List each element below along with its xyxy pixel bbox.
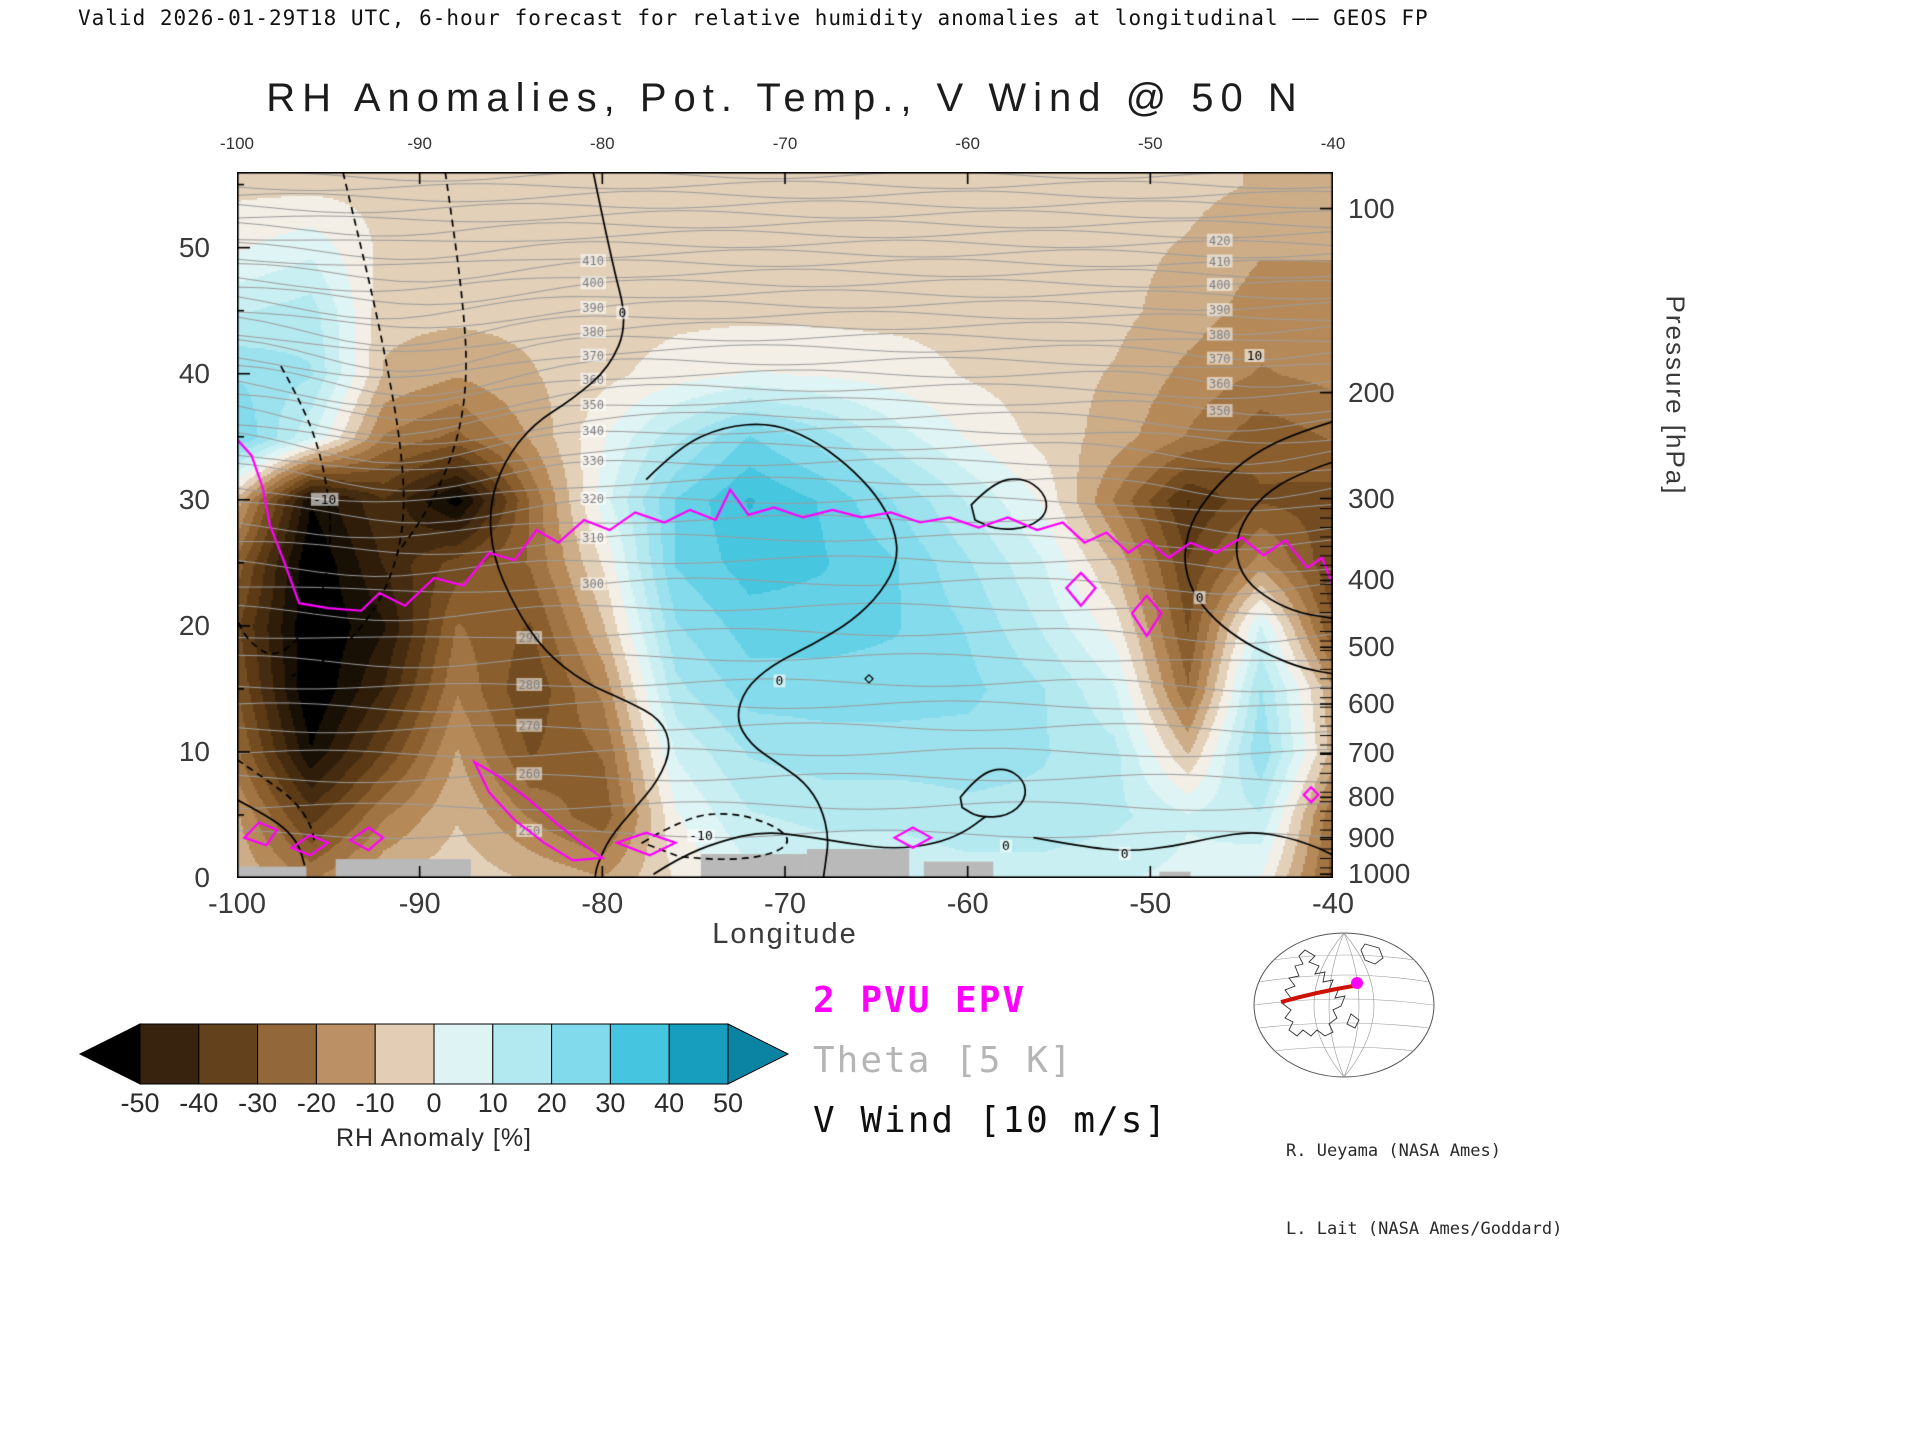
credits: R. Ueyama (NASA Ames) L. Lait (NASA Ames… xyxy=(1286,1086,1562,1294)
x-tick-label-bottom: -80 xyxy=(581,888,624,920)
y-tick-label-right: 200 xyxy=(1348,376,1395,408)
colorbar-segment xyxy=(315,1023,376,1085)
y-tick-label-left: 10 xyxy=(178,735,210,767)
legend-theta: Theta [5 K] xyxy=(813,1040,1074,1081)
x-tick-label-bottom: -70 xyxy=(764,888,806,920)
x-axis-bottom-labels: -100 -90 -80 -70 -60 -50 -40 xyxy=(208,888,1354,924)
colorbar-segment xyxy=(374,1023,435,1085)
colorbar-tick-label: 40 xyxy=(654,1088,685,1118)
y-tick-label-right: 800 xyxy=(1348,781,1395,813)
y-axis-left-labels: 0 10 20 30 40 50 xyxy=(128,172,210,893)
colorbar-tick-label: -20 xyxy=(296,1088,336,1118)
credit-line-1: R. Ueyama (NASA Ames) xyxy=(1286,1141,1501,1161)
x-tick-label-bottom: -50 xyxy=(1129,888,1172,920)
y-tick-label-right: 900 xyxy=(1348,821,1395,853)
colorbar: -50 -40 -30 -20 -10 0 10 20 30 40 50 RH Anomaly [%… xyxy=(78,1022,790,1162)
cross-section-canvas xyxy=(237,172,1333,878)
colorbar-label: RH Anomaly [%] xyxy=(335,1124,532,1152)
colorbar-segment xyxy=(551,1023,611,1085)
y-tick-label-right: 600 xyxy=(1348,688,1395,720)
colorbar-tick-label: -40 xyxy=(179,1088,219,1118)
colorbar-tick-label: 0 xyxy=(426,1088,442,1118)
colorbar-tick-label: 50 xyxy=(712,1088,744,1118)
globe-outline xyxy=(1253,932,1435,1078)
colorbar-segment xyxy=(609,1023,670,1085)
colorbar-segment xyxy=(78,1023,141,1085)
x-tick-label-top: -100 xyxy=(219,134,255,153)
location-dot xyxy=(1351,977,1363,989)
x-tick-label-top: -70 xyxy=(772,134,798,153)
colorbar-tick-label: -50 xyxy=(120,1088,160,1118)
plot-legend: 2 PVU EPV Theta [5 K] V Wind [10 m/s] xyxy=(813,980,1233,1170)
map-inset xyxy=(1247,930,1439,1084)
y-tick-label-right: 700 xyxy=(1348,737,1395,769)
x-tick-label-top: -50 xyxy=(1138,134,1163,153)
colorbar-segment xyxy=(727,1023,790,1085)
colorbar-ticks: -50 -40 -30 -20 -10 0 10 20 30 40 50 xyxy=(78,1088,790,1120)
colorbar-segment xyxy=(433,1023,494,1085)
credit-line-2: L. Lait (NASA Ames/Goddard) xyxy=(1286,1219,1563,1239)
colorbar-segment xyxy=(668,1023,729,1085)
y-tick-label-left: 50 xyxy=(178,231,210,263)
flight-track-line xyxy=(1280,984,1354,1004)
valid-line: Valid 2026-01-29T18 UTC, 6-hour forecast… xyxy=(78,6,1429,30)
colorbar-tick-label: 10 xyxy=(477,1088,508,1118)
x-axis-title: Longitude xyxy=(712,918,858,950)
legend-v-wind: V Wind [10 m/s] xyxy=(813,1100,1169,1141)
colorbar-tick-label: 20 xyxy=(536,1088,567,1118)
y-tick-label-left: 0 xyxy=(194,862,210,893)
y-tick-label-right: 400 xyxy=(1348,564,1395,596)
x-tick-label-bottom: -90 xyxy=(398,888,441,920)
y-tick-label-right: 100 xyxy=(1348,192,1395,224)
x-tick-label-bottom: -100 xyxy=(207,888,267,920)
globe-map xyxy=(1253,932,1435,1078)
colorbar-gradient xyxy=(78,1023,790,1085)
colorbar-segment xyxy=(492,1023,553,1085)
graticule xyxy=(1254,932,1434,1078)
plot-area xyxy=(237,172,1333,878)
y-axis-right-labels: 100 200 300 400 500 600 700 800 900 1000 xyxy=(1348,172,1438,890)
y-tick-label-right: 500 xyxy=(1348,631,1395,663)
plot-title: RH Anomalies, Pot. Temp., V Wind @ 50 N xyxy=(266,76,1304,120)
colorbar-segment xyxy=(139,1023,200,1085)
x-tick-label-bottom: -60 xyxy=(946,888,989,920)
x-tick-label-top: -60 xyxy=(955,134,980,153)
y-tick-label-left: 40 xyxy=(178,357,210,389)
colorbar-tick-label: 30 xyxy=(595,1088,626,1118)
colorbar-segment xyxy=(257,1023,317,1085)
y-tick-label-right: 1000 xyxy=(1348,858,1411,890)
coastline-north-america xyxy=(1282,943,1384,1037)
legend-pvu-epv: 2 PVU EPV xyxy=(813,980,1027,1021)
colorbar-tick-label: -10 xyxy=(355,1088,395,1118)
x-tick-label-top: -80 xyxy=(590,134,615,153)
x-tick-label-top: -40 xyxy=(1320,134,1346,153)
x-tick-label-top: -90 xyxy=(407,134,432,153)
colorbar-segment xyxy=(198,1023,259,1085)
x-tick-label-bottom: -40 xyxy=(1312,888,1354,920)
colorbar-tick-label: -30 xyxy=(238,1088,278,1118)
y-tick-label-left: 30 xyxy=(178,483,210,515)
x-axis-top-labels: -100 -90 -80 -70 -60 -50 -40 xyxy=(220,134,1345,156)
y-tick-label-left: 20 xyxy=(178,609,210,641)
y-tick-label-right: 300 xyxy=(1348,482,1395,514)
y-axis-right-title: Pressure [hPa] xyxy=(1660,295,1691,496)
